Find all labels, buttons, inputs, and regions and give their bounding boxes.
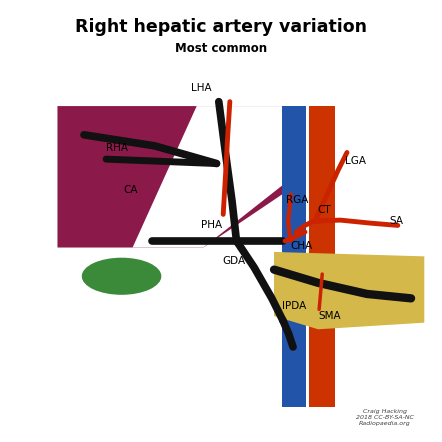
Text: LGA: LGA xyxy=(345,156,366,166)
Text: Craig Hacking
2018 CC-BY-SA-NC
Radiopaedia.org: Craig Hacking 2018 CC-BY-SA-NC Radiopaed… xyxy=(356,409,413,426)
Text: RGA: RGA xyxy=(286,195,309,205)
Polygon shape xyxy=(274,252,424,329)
Text: CHA: CHA xyxy=(291,241,313,251)
Bar xyxy=(282,106,306,407)
Text: Right hepatic artery variation: Right hepatic artery variation xyxy=(75,18,367,36)
Bar xyxy=(309,106,335,407)
Text: SA: SA xyxy=(390,216,404,226)
Ellipse shape xyxy=(82,258,161,295)
Polygon shape xyxy=(133,106,282,248)
Text: SMA: SMA xyxy=(318,311,341,321)
Polygon shape xyxy=(57,106,335,248)
Text: Most common: Most common xyxy=(175,42,267,55)
Text: GDA: GDA xyxy=(223,256,246,266)
Text: LHA: LHA xyxy=(191,84,211,93)
Text: IPDA: IPDA xyxy=(282,301,306,311)
Text: PHA: PHA xyxy=(201,221,222,230)
Bar xyxy=(306,106,309,407)
Text: CA: CA xyxy=(123,185,137,195)
Text: CT: CT xyxy=(317,205,331,215)
Text: RHA: RHA xyxy=(106,143,128,153)
